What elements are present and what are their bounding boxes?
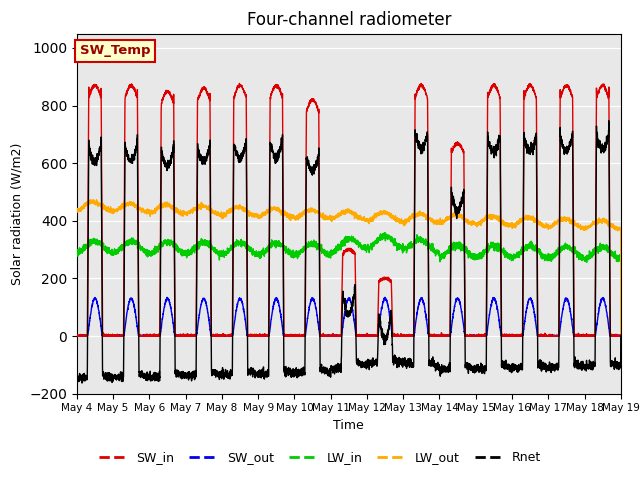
Y-axis label: Solar radiation (W/m2): Solar radiation (W/m2) — [11, 143, 24, 285]
X-axis label: Time: Time — [333, 419, 364, 432]
Title: Four-channel radiometer: Four-channel radiometer — [246, 11, 451, 29]
Legend: SW_in, SW_out, LW_in, LW_out, Rnet: SW_in, SW_out, LW_in, LW_out, Rnet — [93, 446, 547, 469]
Text: SW_Temp: SW_Temp — [79, 44, 150, 58]
